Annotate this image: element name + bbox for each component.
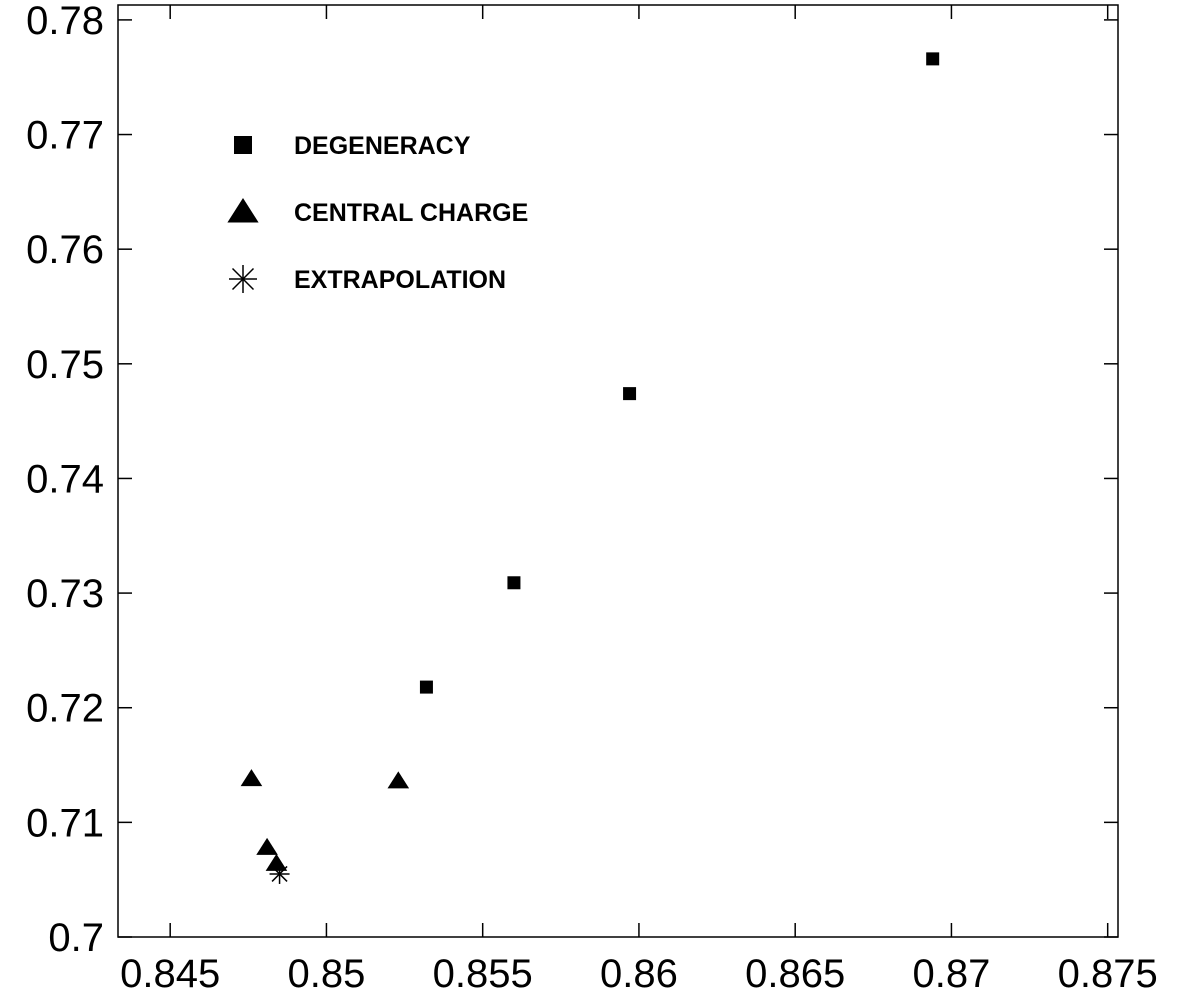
legend-marker-central-charge [227, 197, 259, 223]
y-tick-label: 0.76 [26, 228, 104, 272]
x-tick-label: 0.875 [1058, 952, 1158, 996]
y-tick-label: 0.73 [26, 572, 104, 616]
y-tick-label: 0.75 [26, 343, 104, 387]
x-tick-label: 0.845 [120, 952, 220, 996]
extrapolation-point [269, 863, 290, 884]
x-axis-ticks: 0.845 0.85 0.855 0.86 0.865 0.87 0.875 [120, 5, 1158, 996]
legend-label-central-charge: CENTRAL CHARGE [294, 199, 528, 227]
central-charge-point [256, 837, 278, 855]
data-points [240, 52, 940, 884]
y-tick-label: 0.7 [48, 916, 104, 960]
central-charge-point [240, 769, 263, 787]
legend-label-degeneracy: DEGENERACY [294, 132, 471, 160]
x-tick-label: 0.855 [433, 952, 533, 996]
y-tick-label: 0.74 [26, 457, 104, 501]
x-tick-label: 0.86 [600, 952, 678, 996]
degeneracy-point [623, 387, 637, 401]
x-tick-label: 0.85 [288, 952, 366, 996]
y-axis-ticks: 0.7 0.71 0.72 0.73 0.74 0.75 0.76 0.77 0.78 [26, 0, 1118, 960]
y-tick-label: 0.72 [26, 687, 104, 731]
central-charge-point [387, 771, 410, 789]
degeneracy-point [926, 52, 940, 66]
legend-marker-extrapolation [229, 265, 257, 293]
legend-label-extrapolation: EXTRAPOLATION [294, 266, 506, 294]
degeneracy-point [419, 680, 433, 694]
legend: DEGENERACY CENTRAL CHARGE EXTRAPOLATION [227, 132, 528, 294]
plot-frame [117, 4, 1119, 938]
legend-marker-degeneracy [234, 136, 252, 154]
x-tick-label: 0.865 [745, 952, 845, 996]
central-charge-point [265, 853, 288, 871]
y-tick-label: 0.78 [26, 0, 104, 43]
degeneracy-point [507, 576, 521, 590]
x-tick-label: 0.87 [913, 952, 991, 996]
y-tick-label: 0.71 [26, 801, 104, 845]
y-tick-label: 0.77 [26, 114, 104, 158]
